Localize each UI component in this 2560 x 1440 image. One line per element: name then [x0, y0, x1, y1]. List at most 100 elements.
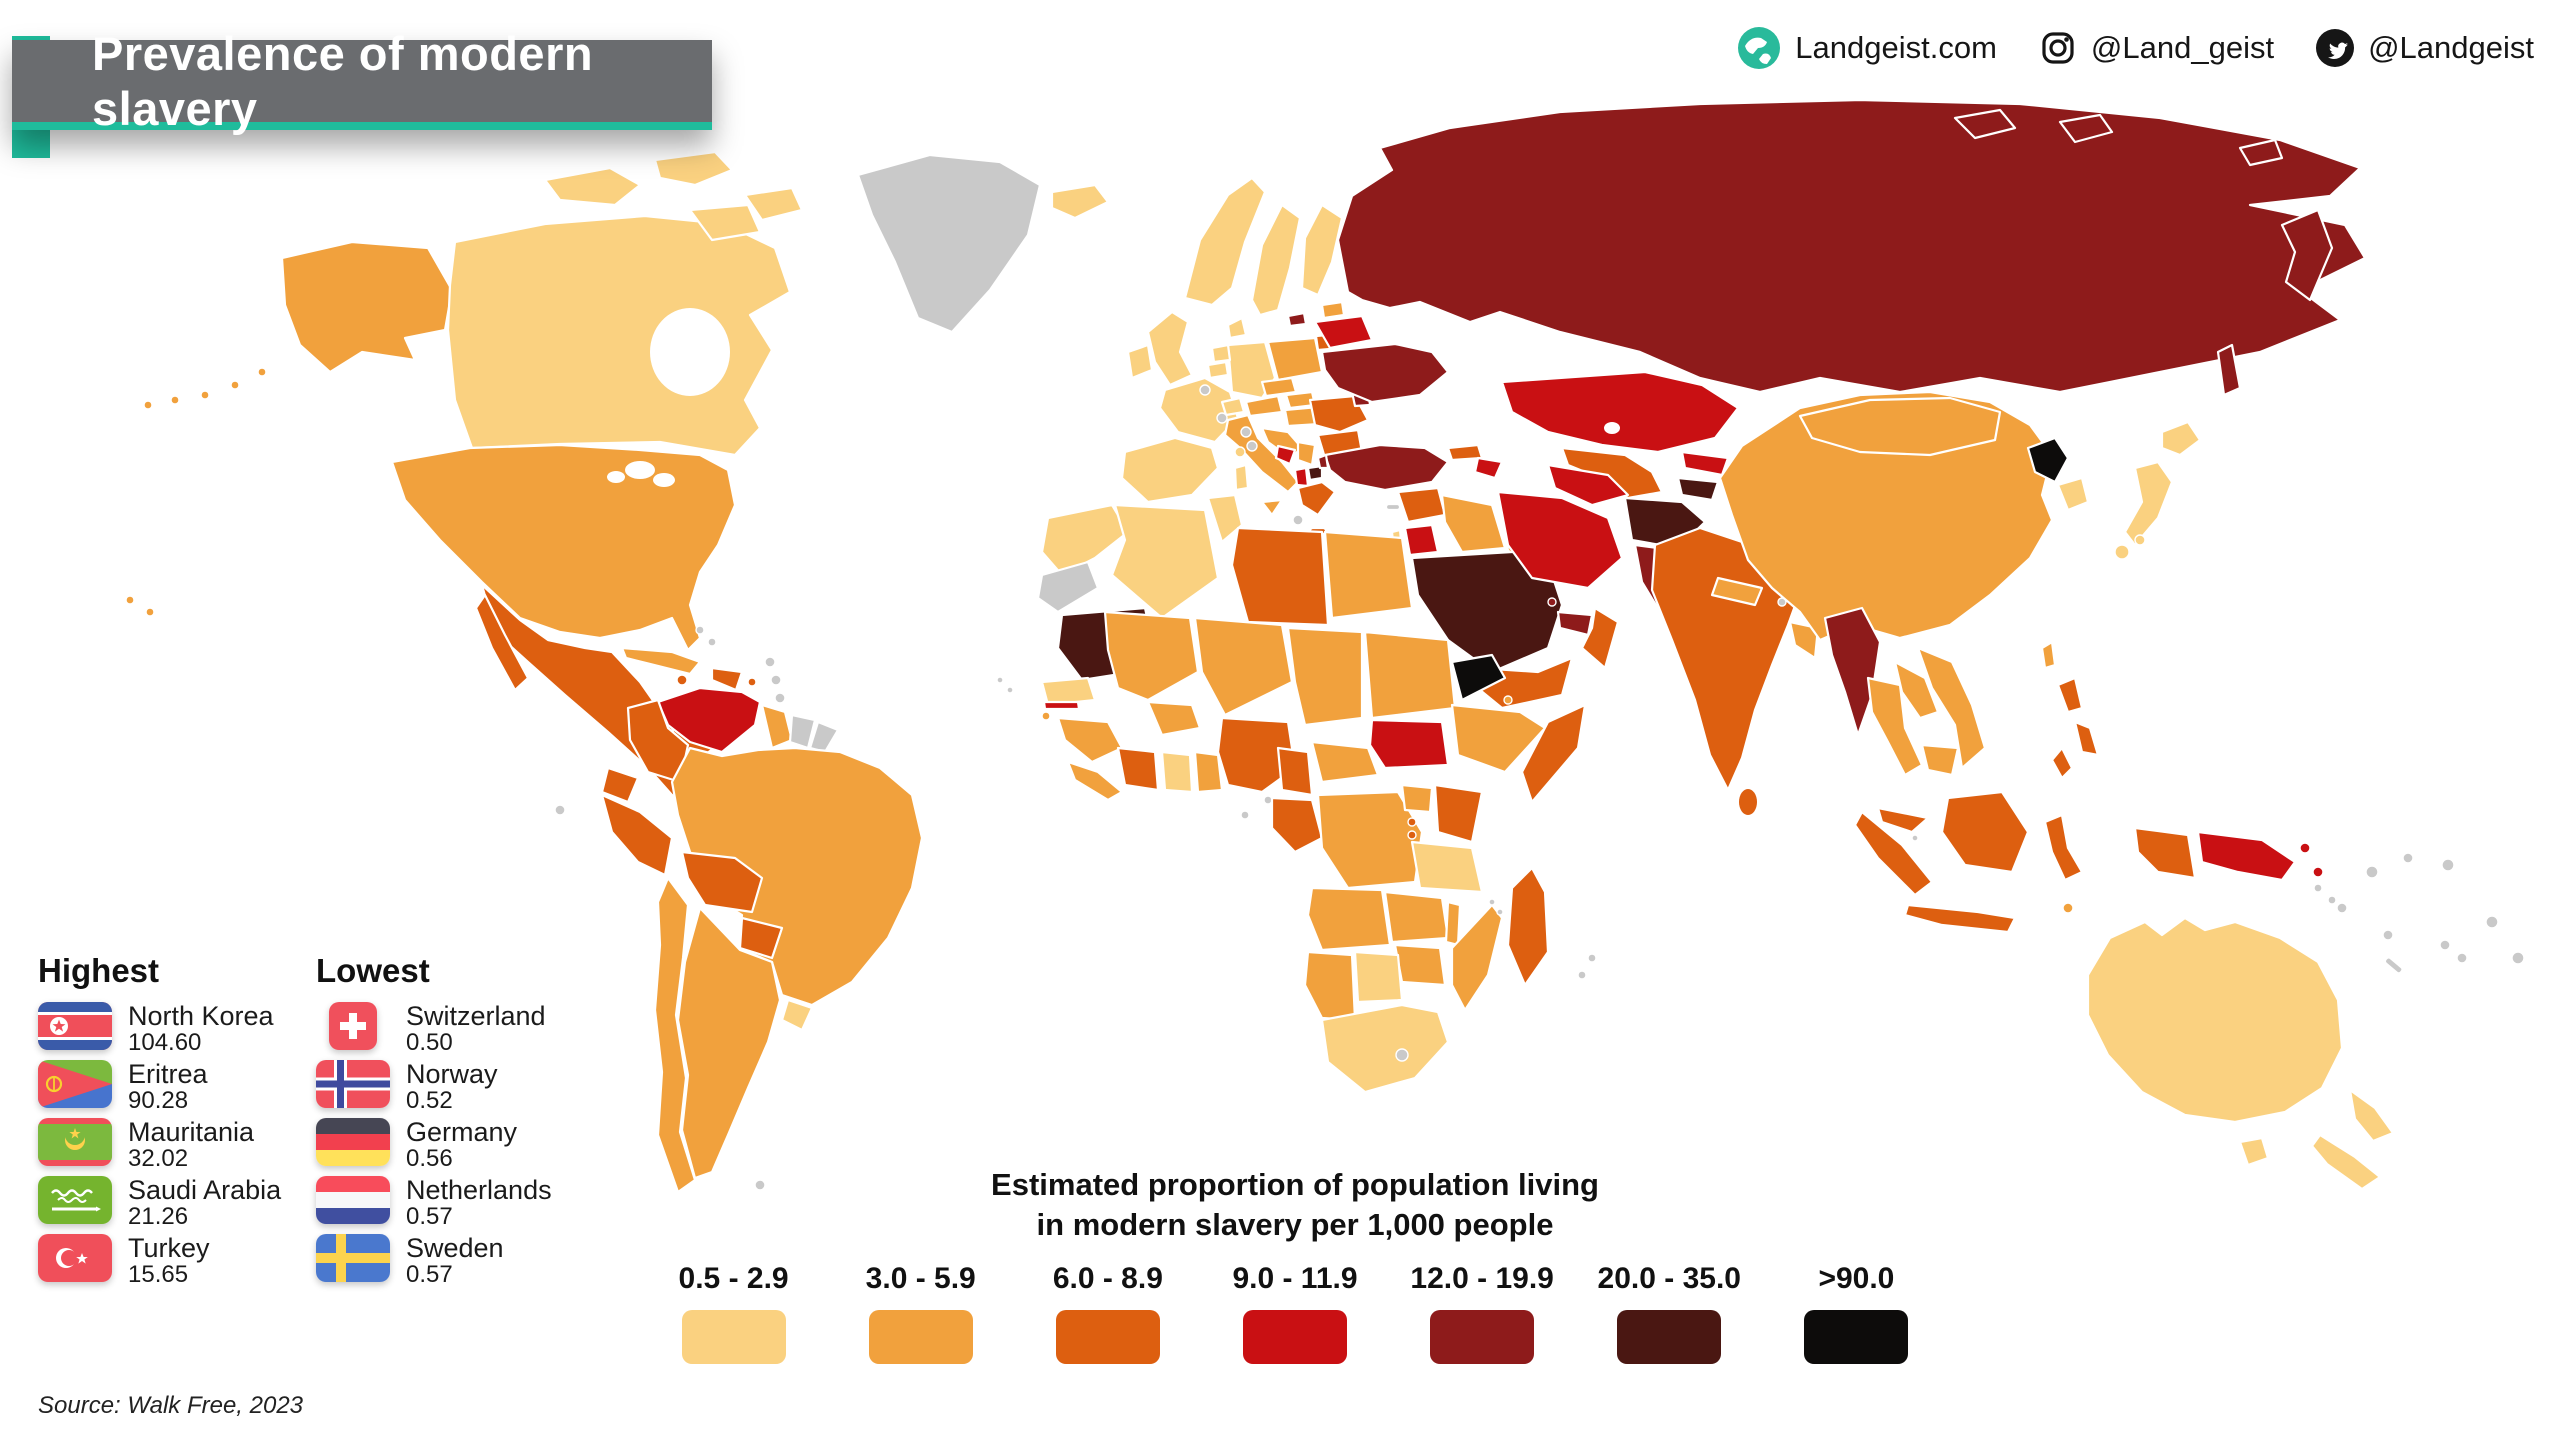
list-item: Germany 0.56: [316, 1117, 552, 1171]
caption-line2: in modern slavery per 1,000 people: [1036, 1207, 1554, 1242]
country-myanmar: [1823, 606, 1882, 737]
country-papua-new-guinea: [2196, 830, 2297, 882]
country-poland: [1266, 336, 1324, 382]
country-value: 90.28: [128, 1087, 189, 1114]
country-ghana: [1160, 750, 1194, 794]
country-finland: [1300, 203, 1344, 297]
country-name: Germany: [406, 1117, 518, 1147]
country-value: 0.56: [406, 1145, 453, 1172]
scale-bin: >90.0: [1763, 1262, 1950, 1364]
scale-bin-swatch: [681, 1310, 786, 1364]
country-indonesia-sumatra: [1853, 810, 1934, 897]
country-albania: [1293, 466, 1310, 488]
country-nigeria: [1216, 716, 1297, 794]
region-south-east-asia: [1650, 390, 2324, 934]
scale-bin-label: 6.0 - 8.9: [1052, 1262, 1163, 1295]
scale-bin-label: 9.0 - 11.9: [1232, 1262, 1358, 1295]
scale-bin-label: 3.0 - 5.9: [865, 1262, 976, 1295]
highest-heading: Highest: [38, 952, 160, 989]
country-usa: [390, 443, 737, 652]
twitter-icon: [2316, 29, 2355, 67]
country-greenland: [856, 153, 1042, 334]
country-argentina: [676, 906, 782, 1180]
country-name: North Korea: [128, 1001, 274, 1031]
header-social: Landgeist.com @Land_geist @Landgeist: [1737, 26, 2534, 70]
country-value: 0.57: [406, 1203, 453, 1230]
country-thailand: [1866, 676, 1924, 777]
country-russia: [1336, 98, 2367, 394]
scale-bin: 12.0 - 19.9: [1389, 1262, 1576, 1364]
country-belarus: [1313, 314, 1374, 350]
country-south-sudan: [1368, 718, 1450, 770]
country-value: 104.60: [128, 1029, 202, 1056]
continent-oceania: [2086, 852, 2525, 1191]
scale-bin: 6.0 - 8.9: [1014, 1262, 1201, 1364]
country-turkmenistan: [1546, 463, 1630, 507]
country-value: 15.65: [128, 1261, 189, 1288]
country-iran: [1496, 490, 1624, 590]
lowest-list: Switzerland 0.50 Norway 0.52 Germany 0.5…: [316, 1002, 552, 1287]
scale-bin-swatch: [1617, 1310, 1722, 1364]
country-indonesia-borneo: [1940, 790, 2030, 874]
source-note: Source: Walk Free, 2023: [38, 1392, 304, 1419]
country-china: [1718, 390, 2054, 642]
map-caption: Estimated proportion of population livin…: [895, 1165, 1695, 1245]
list-item: Norway 0.52: [316, 1059, 552, 1113]
twitter-handle: @Landgeist: [2368, 30, 2534, 65]
country-drc: [1316, 790, 1424, 890]
country-eritrea: [1450, 653, 1507, 702]
country-tanzania: [1410, 840, 1484, 894]
country-uae: [1556, 610, 1594, 637]
scale-bin: 20.0 - 35.0: [1576, 1262, 1763, 1364]
continent-africa: [996, 493, 1597, 1094]
country-new-zealand: [2348, 1088, 2395, 1143]
flag-turkey: [38, 1234, 112, 1282]
country-sweden: [1250, 203, 1302, 317]
instagram-handle: @Land_geist: [2090, 30, 2275, 65]
scale-bin-label: 0.5 - 2.9: [678, 1262, 789, 1295]
scale-bin-swatch: [1804, 1310, 1909, 1364]
list-item: Saudi Arabia 21.26: [38, 1176, 281, 1229]
country-name: Norway: [406, 1059, 498, 1089]
country-vietnam: [1916, 646, 1987, 770]
country-angola: [1306, 886, 1392, 952]
country-namibia: [1303, 950, 1357, 1022]
country-name: Netherlands: [406, 1175, 552, 1205]
country-iraq: [1440, 493, 1507, 554]
country-value: 0.52: [406, 1087, 453, 1114]
country-name: Eritrea: [128, 1059, 208, 1089]
list-item: Mauritania 32.02: [38, 1117, 281, 1171]
country-north-korea: [2026, 436, 2070, 484]
country-japan: [2160, 420, 2202, 457]
country-uk: [1146, 310, 1194, 387]
color-scale-legend: 0.5 - 2.9 3.0 - 5.9 6.0 - 8.9 9.0 - 11.9…: [640, 1262, 1950, 1364]
site-name: Landgeist.com: [1795, 30, 1997, 65]
flag-north-korea: [38, 1002, 112, 1050]
continent-europe: [1050, 176, 1450, 536]
list-item: Eritrea 90.28: [38, 1059, 281, 1113]
flag-eritrea: [38, 1060, 112, 1108]
scale-bin-label: 20.0 - 35.0: [1597, 1262, 1741, 1295]
country-name: Sweden: [406, 1233, 504, 1263]
country-algeria: [1110, 503, 1220, 620]
scale-bin-swatch: [1242, 1310, 1347, 1364]
microstate-dot: [1199, 384, 1211, 396]
country-name: Mauritania: [128, 1117, 255, 1147]
scale-bin-label: 12.0 - 19.9: [1410, 1262, 1554, 1295]
region-western-sahara: [1036, 560, 1100, 614]
country-south-africa: [1320, 1003, 1450, 1094]
country-value: 21.26: [128, 1203, 189, 1230]
flag-mauritania: [38, 1118, 112, 1166]
country-australia: [2086, 916, 2344, 1124]
country-value: 0.50: [406, 1029, 453, 1056]
flag-saudi-arabia: [38, 1176, 112, 1224]
country-mali: [1103, 610, 1200, 702]
country-morocco: [1040, 503, 1130, 577]
microstate-dot: [1246, 440, 1258, 452]
country-kenya: [1433, 783, 1484, 844]
country-sudan: [1363, 630, 1457, 720]
country-chile: [653, 876, 697, 1194]
country-ukraine: [1320, 342, 1450, 404]
scale-bin-label: >90.0: [1818, 1262, 1895, 1295]
